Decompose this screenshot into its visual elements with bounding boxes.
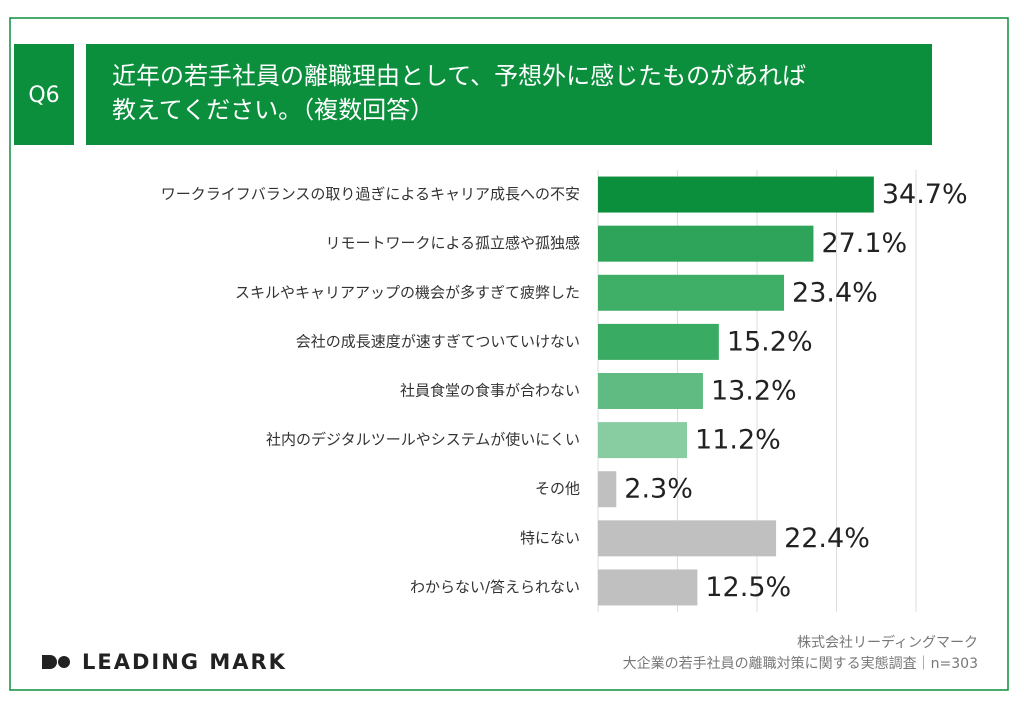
bar: [598, 274, 785, 311]
category-label: ワークライフバランスの取り過ぎによるキャリア成長への不安: [161, 185, 580, 203]
value-label: 2.3%: [624, 474, 693, 505]
category-label: スキルやキャリアアップの機会が多すぎて疲弊した: [235, 283, 580, 301]
bar: [598, 373, 703, 409]
value-label: 23.4%: [792, 277, 878, 308]
chart-title: 教えてください。（複数回答）: [112, 96, 434, 124]
category-label: 社員食堂の食事が合わない: [400, 382, 580, 400]
value-label: 34.7%: [882, 179, 968, 210]
logo-text: LEADING MARK: [82, 650, 287, 674]
chart-title: 近年の若手社員の離職理由として、予想外に感じたものがあれば: [112, 62, 806, 90]
category-label: 社内のデジタルツールやシステムが使いにくい: [266, 431, 580, 449]
bar: [598, 471, 617, 508]
category-label: 特にない: [520, 529, 580, 547]
value-label: 27.1%: [821, 228, 907, 259]
category-label: 会社の成長速度が速すぎてついていけない: [296, 332, 580, 350]
logo-icon: [42, 655, 70, 669]
frame: [9, 17, 1009, 691]
value-label: 12.5%: [705, 572, 791, 603]
value-label: 13.2%: [711, 376, 797, 407]
value-label: 11.2%: [695, 425, 781, 456]
category-label: その他: [535, 480, 580, 498]
bar: [598, 323, 719, 360]
category-label: わからない/答えられない: [410, 578, 580, 596]
source-text: 株式会社リーディングマーク: [797, 634, 978, 651]
bar: [598, 569, 698, 606]
bar: [598, 422, 688, 459]
title-box: [86, 44, 932, 145]
value-label: 22.4%: [784, 523, 870, 554]
question-box: [14, 44, 74, 145]
value-label: 15.2%: [727, 326, 813, 357]
bar: [598, 520, 777, 557]
bar: [598, 176, 874, 213]
bar: [598, 225, 814, 262]
source-text: 大企業の若手社員の離職対策に関する実態調査｜n=303: [623, 655, 978, 672]
category-label: リモートワークによる孤立感や孤独感: [325, 234, 580, 252]
question-label: Q6: [28, 83, 59, 108]
